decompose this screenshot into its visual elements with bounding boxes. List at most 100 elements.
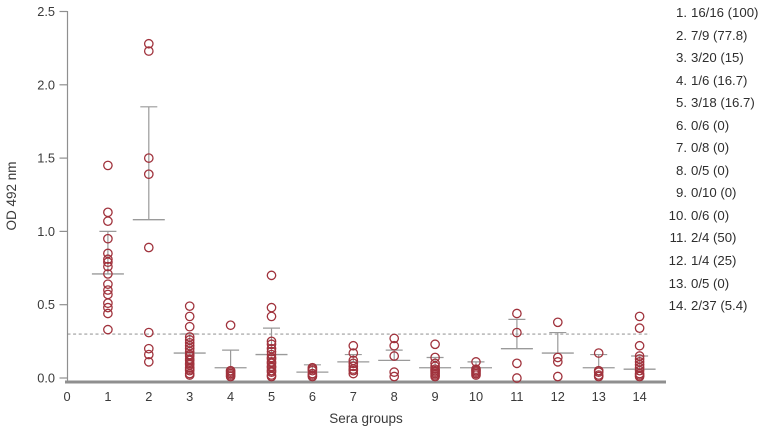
legend-item-value: 1/6 (16.7) — [691, 72, 748, 88]
data-point — [143, 46, 154, 56]
data-point — [266, 339, 277, 350]
data-point — [103, 254, 113, 265]
y-tick-label: 1.0 — [37, 224, 55, 239]
legend-item: 12. 1/4 (25) — [660, 250, 758, 273]
data-point — [389, 333, 400, 344]
y-tick-label: 0.0 — [37, 371, 55, 386]
data-point — [103, 308, 113, 319]
data-point — [225, 320, 236, 331]
data-point — [348, 340, 359, 351]
legend-item-number: 5. — [676, 95, 687, 111]
data-point — [103, 233, 113, 244]
legend-item-number: 12. — [668, 253, 687, 269]
data-point — [266, 371, 277, 382]
legend-item: 13. 0/5 (0) — [660, 273, 758, 296]
data-point — [143, 349, 154, 360]
data-point — [552, 317, 563, 328]
data-point — [103, 207, 113, 218]
data-point — [143, 153, 154, 163]
legend-item: 5. 3/18 (16.7) — [660, 92, 758, 115]
legend-item-number: 1. — [676, 5, 687, 20]
data-point — [266, 311, 277, 322]
legend-item: 7. 0/8 (0) — [660, 137, 758, 160]
legend-item-number: 9. — [676, 185, 687, 201]
data-point — [512, 373, 522, 383]
data-point — [266, 367, 277, 377]
data-point — [103, 257, 113, 268]
data-point — [143, 357, 154, 367]
data-point — [593, 367, 604, 377]
data-point — [143, 327, 154, 338]
data-point — [103, 302, 113, 313]
legend-item: 9. 0/10 (0) — [660, 182, 758, 205]
data-point — [143, 343, 154, 354]
x-tick-label: 14 — [632, 389, 646, 404]
legend-item-value: 3/20 (15) — [691, 50, 744, 66]
legend-item: 1. 16/16 (100) — [660, 2, 758, 25]
legend: 1. 16/16 (100) 2. 7/9 (77.8) 3. 3/20 (15) 4. 1/… — [660, 2, 759, 318]
legend-item: 4. 1/6 (16.7) — [660, 70, 758, 93]
data-point — [103, 160, 113, 171]
data-point — [184, 343, 195, 354]
data-point — [512, 308, 522, 319]
x-tick-label: 13 — [592, 389, 606, 404]
data-point — [552, 357, 563, 367]
legend-item: 14. 2/37 (5.4) — [660, 295, 758, 318]
data-point — [103, 324, 113, 335]
legend-item-number: 11. — [669, 230, 687, 246]
legend-item: 8. 0/5 (0) — [660, 160, 758, 183]
data-point — [348, 358, 359, 369]
data-point — [184, 321, 195, 332]
data-point — [103, 285, 113, 295]
data-point — [430, 339, 440, 350]
y-tick-label: 2.5 — [37, 4, 55, 19]
x-tick-label: 9 — [432, 389, 439, 404]
legend-item-value: 2/4 (50) — [691, 230, 737, 246]
legend-item: 2. 7/9 (77.8) — [660, 25, 758, 48]
legend-item-number: 2. — [676, 27, 687, 43]
legend-item-value: 0/10 (0) — [691, 185, 737, 201]
x-tick-label: 1 — [104, 389, 111, 404]
data-point — [266, 270, 277, 281]
data-point — [348, 365, 359, 376]
data-point — [512, 327, 522, 338]
legend-item: 11. 2/4 (50) — [660, 227, 758, 250]
data-point — [266, 336, 277, 347]
data-point — [184, 370, 195, 380]
x-tick-label: 8 — [391, 389, 398, 404]
data-point — [593, 348, 604, 358]
data-point — [348, 368, 359, 379]
data-point — [143, 242, 154, 253]
data-point — [184, 301, 195, 312]
data-point — [634, 340, 645, 351]
data-point — [389, 340, 400, 351]
data-point — [266, 302, 277, 313]
legend-item-value: 0/6 (0) — [691, 117, 730, 133]
data-point — [103, 279, 113, 290]
data-point — [634, 323, 645, 334]
legend-item-number: 3. — [676, 50, 687, 66]
x-tick-label: 5 — [268, 389, 275, 404]
data-point — [307, 371, 318, 382]
data-point — [266, 346, 277, 357]
data-point — [471, 370, 481, 380]
legend-item-number: 13. — [668, 275, 687, 291]
data-point — [552, 352, 563, 363]
legend-item-number: 10. — [668, 207, 687, 223]
legend-item-number: 7. — [676, 140, 687, 156]
data-point — [552, 371, 563, 382]
legend-item-value: 0/8 (0) — [691, 140, 730, 156]
data-point — [512, 358, 522, 369]
data-point — [103, 269, 113, 279]
y-tick-label: 2.0 — [37, 77, 55, 92]
data-point — [348, 361, 359, 372]
y-tick-label: 0.5 — [37, 297, 55, 312]
legend-item-number: 4. — [676, 72, 687, 88]
x-tick-label: 0 — [63, 389, 70, 404]
data-point — [634, 365, 645, 376]
x-tick-label: 10 — [469, 389, 483, 404]
data-point — [225, 371, 236, 382]
data-point — [348, 348, 359, 358]
